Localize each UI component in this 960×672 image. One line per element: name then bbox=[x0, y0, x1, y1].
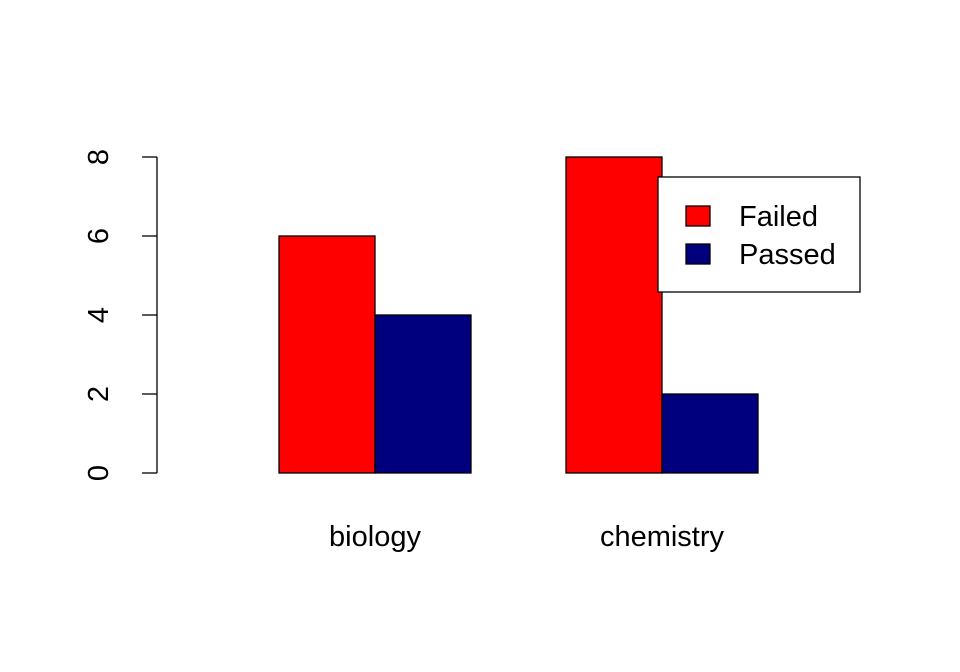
legend: Failed Passed bbox=[657, 176, 861, 293]
y-tick-label: 2 bbox=[83, 386, 115, 402]
bar-failed-biology bbox=[278, 235, 376, 474]
y-tick-label: 6 bbox=[83, 228, 115, 244]
legend-label: Passed bbox=[739, 239, 836, 271]
y-axis: 0 2 4 6 8 bbox=[83, 149, 158, 481]
legend-label: Failed bbox=[739, 201, 818, 233]
y-tick-label: 8 bbox=[83, 149, 115, 165]
y-tick-label: 0 bbox=[83, 465, 115, 481]
category-label: biology bbox=[329, 521, 421, 553]
legend-swatch bbox=[685, 205, 711, 227]
legend-swatch bbox=[685, 243, 711, 265]
bar-passed-biology bbox=[374, 314, 472, 474]
category-label: chemistry bbox=[600, 521, 725, 553]
bar-passed-chemistry bbox=[661, 393, 759, 474]
y-tick-label: 4 bbox=[83, 307, 115, 323]
bar-failed-chemistry bbox=[565, 156, 663, 474]
category-labels: biology chemistry bbox=[329, 521, 724, 553]
legend-box bbox=[657, 176, 861, 293]
bars bbox=[278, 156, 759, 474]
